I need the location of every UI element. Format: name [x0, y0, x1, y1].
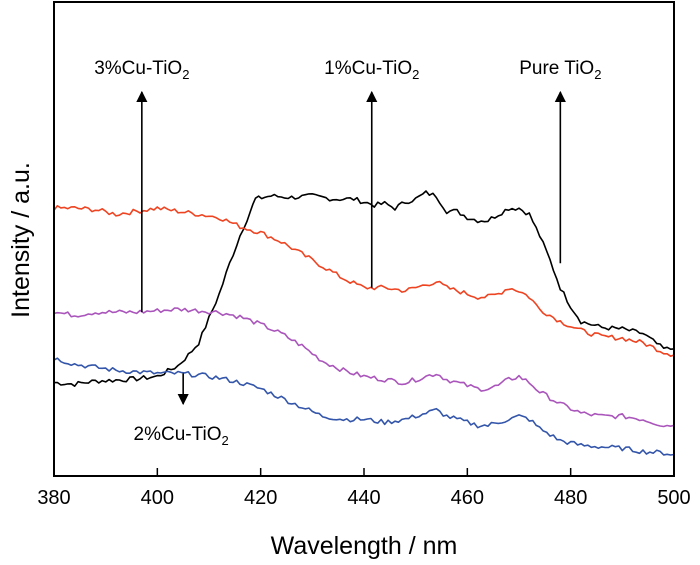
annotation-label-1: 3%Cu-TiO2	[94, 58, 189, 82]
spectrum-line-3	[53, 307, 675, 428]
x-tick-label: 380	[37, 487, 70, 509]
annotation-label-3: Pure TiO2	[519, 58, 601, 82]
annotation-label-2: 1%Cu-TiO2	[324, 58, 419, 82]
series-layer	[53, 190, 675, 456]
x-tick-label: 460	[451, 487, 484, 509]
spectrum-line-1	[53, 190, 675, 387]
x-axis-ticks: 380 400 420 440 460 480 500	[37, 468, 691, 509]
spectrum-line-4	[53, 357, 675, 456]
annotation-label-4: 2%Cu-TiO2	[134, 424, 229, 448]
spectrum-line-2	[53, 205, 675, 357]
x-tick-label: 480	[554, 487, 587, 509]
annotation-arrows	[136, 90, 566, 406]
y-axis-title: Intensity / a.u.	[7, 162, 35, 318]
annotation-labels: 3%Cu-TiO2 1%Cu-TiO2 Pure TiO2 2%Cu-TiO2	[94, 58, 601, 448]
x-tick-label: 400	[141, 487, 174, 509]
x-tick-label: 440	[347, 487, 380, 509]
x-tick-label: 500	[657, 487, 690, 509]
x-axis-title: Wavelength / nm	[271, 532, 458, 560]
x-tick-label: 420	[244, 487, 277, 509]
